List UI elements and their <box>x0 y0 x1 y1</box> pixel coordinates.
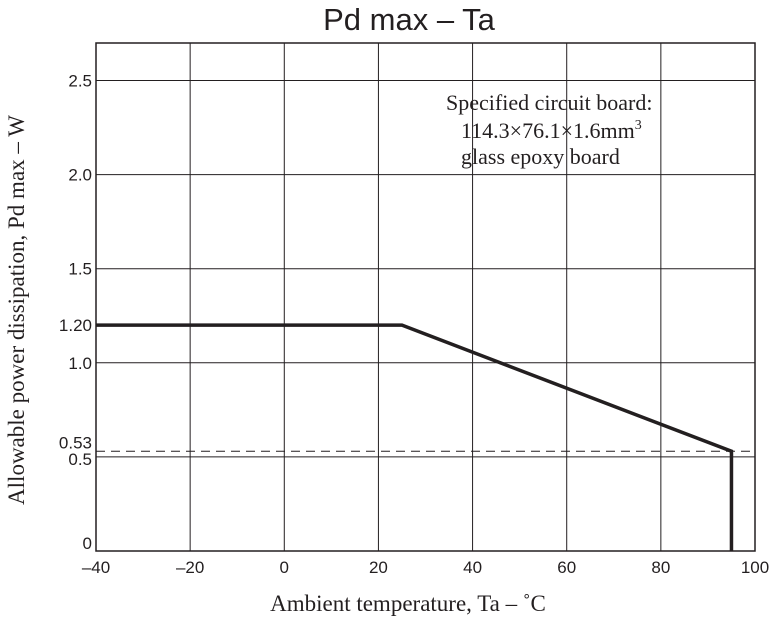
y-axis-label: Allowable power dissipation, Pd max – W <box>4 115 29 505</box>
annotation-line-2-text: 114.3×76.1×1.6mm <box>461 118 635 143</box>
y-tick-label: 0 <box>83 534 92 553</box>
annotation-line-1: Specified circuit board: <box>446 90 652 115</box>
x-tick-label: 60 <box>557 558 576 577</box>
x-tick-label: –20 <box>176 558 204 577</box>
x-tick-label: 20 <box>369 558 388 577</box>
y-tick-label: 1.20 <box>59 316 92 335</box>
y-tick-label: 1.0 <box>68 354 92 373</box>
x-tick-labels: –40 –20 0 20 40 60 80 100 <box>82 558 769 577</box>
annotation-line-3: glass epoxy board <box>461 144 620 169</box>
x-tick-label: 40 <box>463 558 482 577</box>
y-tick-labels: 0 0.50.53 1.0 1.20 1.5 2.0 2.5 <box>59 72 92 554</box>
x-tick-label: 100 <box>741 558 769 577</box>
series-group <box>96 323 734 551</box>
annotation-line-2: 114.3×76.1×1.6mm3 <box>461 118 642 143</box>
y-tick-label: 2.0 <box>68 166 92 185</box>
x-tick-label: 0 <box>280 558 289 577</box>
vertical-gridlines <box>189 43 662 551</box>
y-tick-label: 0.53 <box>59 433 92 452</box>
board-annotation: Specified circuit board: 114.3×76.1×1.6m… <box>446 90 652 169</box>
y-tick-label: 0.5 <box>68 450 92 469</box>
x-tick-label: 80 <box>651 558 670 577</box>
horizontal-gridlines <box>96 80 755 458</box>
x-tick-label: –40 <box>82 558 110 577</box>
series-line <box>96 323 734 551</box>
chart-title: Pd max – Ta <box>323 2 496 37</box>
y-tick-label: 1.5 <box>68 260 92 279</box>
x-axis-label: Ambient temperature, Ta – ˚C <box>270 591 546 616</box>
plot-frame <box>95 42 756 552</box>
y-tick-label: 2.5 <box>68 72 92 91</box>
annotation-superscript: 3 <box>635 118 642 133</box>
